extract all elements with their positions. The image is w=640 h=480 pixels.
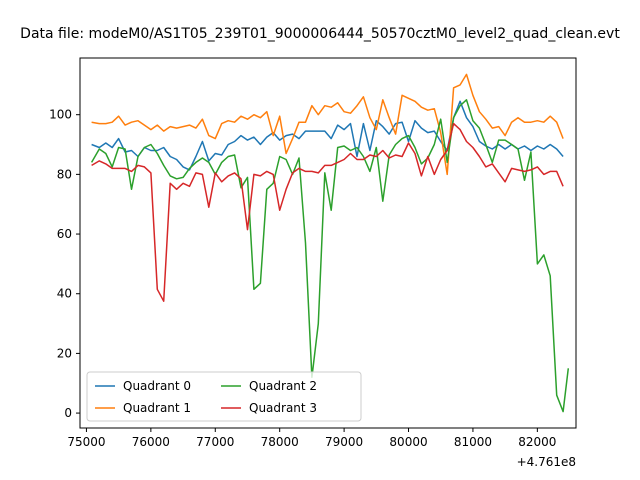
series-layer	[90, 73, 570, 413]
x-offset-label: +4.761e8	[517, 455, 576, 469]
legend-label-quadrant-1: Quadrant 1	[123, 401, 191, 415]
series-line-quadrant-0	[91, 100, 564, 171]
y-axis: 0 20 40 60 80 100	[49, 108, 80, 420]
y-tick-label: 20	[57, 346, 72, 360]
chart-title: Data file: modeM0/AS1T05_239T01_90000064…	[20, 26, 620, 42]
y-tick-label: 40	[57, 287, 72, 301]
x-axis: 75000 76000 77000 78000 79000 80000 81000 82000	[67, 428, 556, 449]
x-tick-label: 79000	[325, 435, 363, 449]
x-tick-label: 80000	[389, 435, 427, 449]
plot-frame	[79, 57, 577, 429]
x-tick-label: 77000	[196, 435, 234, 449]
legend-label-quadrant-2: Quadrant 2	[249, 379, 317, 393]
x-tick-label: 75000	[67, 435, 105, 449]
y-tick-label: 60	[57, 227, 72, 241]
legend: Quadrant 0 Quadrant 1 Quadrant 2 Quadrant 3	[86, 371, 362, 422]
x-tick-label: 82000	[518, 435, 556, 449]
legend-label-quadrant-3: Quadrant 3	[249, 401, 317, 415]
legend-label-quadrant-0: Quadrant 0	[123, 379, 191, 393]
y-tick-label: 0	[64, 406, 72, 420]
y-tick-label: 80	[57, 167, 72, 181]
x-tick-label: 78000	[261, 435, 299, 449]
series-line-quadrant-2	[90, 99, 570, 413]
series-line-quadrant-3	[91, 122, 564, 302]
legend-box	[86, 371, 362, 422]
x-tick-label: 81000	[454, 435, 492, 449]
series-line-quadrant-1	[91, 73, 564, 176]
y-tick-label: 100	[49, 108, 72, 122]
plot-area	[80, 58, 576, 428]
x-tick-label: 76000	[132, 435, 170, 449]
